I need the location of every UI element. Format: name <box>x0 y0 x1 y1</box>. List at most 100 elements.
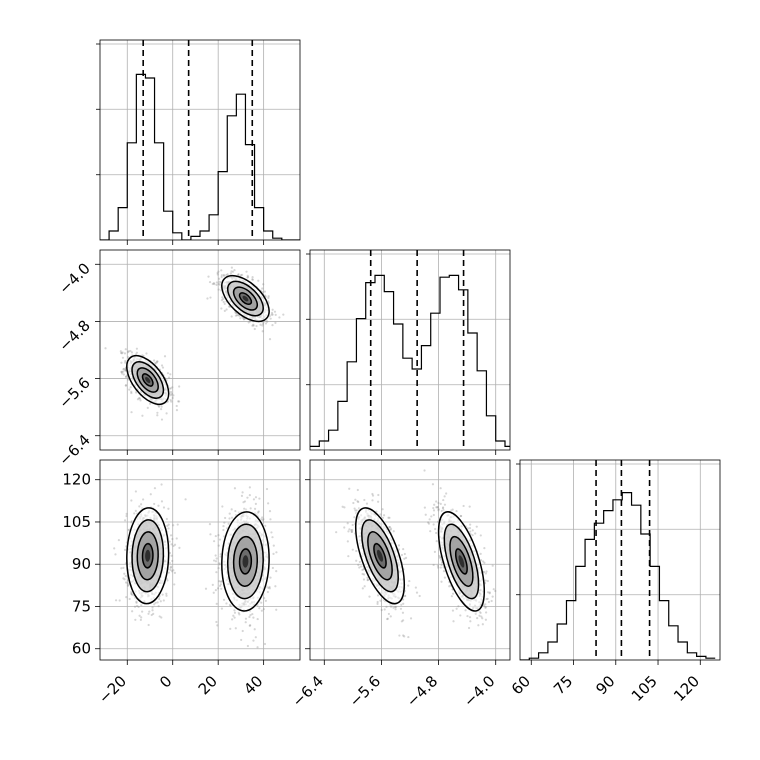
sample-point <box>117 538 120 542</box>
sample-point <box>252 616 255 619</box>
sample-point <box>261 519 264 522</box>
sample-point <box>214 589 217 592</box>
sample-point <box>269 576 272 579</box>
sample-point <box>113 547 116 550</box>
sample-point <box>261 322 265 325</box>
sample-point <box>381 508 384 511</box>
sample-point <box>348 528 351 531</box>
sample-point <box>230 516 234 519</box>
sample-point <box>358 560 361 564</box>
sample-point <box>169 534 173 537</box>
sample-point <box>211 282 214 286</box>
sample-point <box>352 501 355 505</box>
sample-point <box>270 313 273 316</box>
sample-point <box>158 597 161 601</box>
sample-point <box>156 601 159 604</box>
sample-point <box>448 585 451 588</box>
sample-point <box>356 500 359 503</box>
sample-point <box>122 368 125 371</box>
sample-point <box>260 609 263 612</box>
sample-point <box>415 591 419 594</box>
histogram-step <box>310 274 510 447</box>
sample-point <box>165 592 168 595</box>
sample-point <box>234 312 237 315</box>
sample-point <box>169 566 172 569</box>
sample-point <box>400 603 403 606</box>
sample-point <box>175 409 179 412</box>
sample-point <box>218 562 221 565</box>
sample-point <box>163 355 167 358</box>
sample-point <box>139 399 142 402</box>
sample-point <box>134 490 137 493</box>
contour-line <box>131 519 165 593</box>
sample-point <box>158 615 161 618</box>
density-level <box>145 376 151 384</box>
sample-point <box>214 534 217 538</box>
sample-point <box>424 513 427 516</box>
sample-point <box>123 578 126 581</box>
sample-point <box>169 398 172 402</box>
sample-point <box>160 418 164 421</box>
sample-point <box>394 605 398 609</box>
sample-point <box>159 600 162 603</box>
sample-point <box>167 571 170 574</box>
sample-point <box>118 599 121 602</box>
sample-point <box>222 274 226 277</box>
sample-point <box>371 499 374 502</box>
sample-point <box>257 510 260 513</box>
sample-point <box>124 581 128 584</box>
sample-point <box>212 281 215 285</box>
axes-frame <box>519 459 721 661</box>
sample-point <box>216 273 219 276</box>
sample-point <box>252 324 255 327</box>
sample-point <box>251 278 254 281</box>
sample-point <box>231 270 235 273</box>
sample-point <box>156 411 159 414</box>
contour-line <box>232 535 259 587</box>
sample-point <box>483 546 486 550</box>
sample-point <box>151 609 154 612</box>
sample-point <box>153 603 156 606</box>
sample-point <box>232 614 235 617</box>
sample-point <box>154 361 157 364</box>
sample-point <box>218 538 222 541</box>
sample-point <box>218 580 221 583</box>
sample-point <box>225 602 228 605</box>
sample-point <box>362 578 366 581</box>
sample-point <box>404 594 407 598</box>
sample-point <box>126 584 130 587</box>
sample-point <box>228 512 231 515</box>
sample-point <box>361 572 364 576</box>
sample-point <box>253 628 256 631</box>
sample-point <box>170 543 173 546</box>
sample-point <box>350 530 353 533</box>
sample-point <box>166 579 169 582</box>
sample-point <box>167 523 170 526</box>
axes-frame <box>99 459 301 661</box>
sample-point <box>357 500 360 504</box>
sample-point <box>160 405 163 408</box>
sample-point <box>469 523 472 526</box>
sample-point <box>120 351 123 355</box>
sample-point <box>282 313 285 316</box>
sample-point <box>135 601 138 604</box>
sample-point <box>267 295 270 298</box>
sample-point <box>122 373 125 376</box>
sample-point <box>257 279 260 282</box>
sample-point <box>381 516 384 519</box>
sample-point <box>222 528 225 532</box>
sample-point <box>129 386 132 389</box>
sample-point <box>245 270 248 273</box>
sample-point <box>230 270 233 273</box>
sample-point <box>219 583 222 586</box>
sample-point <box>389 605 393 608</box>
sample-point <box>438 556 442 559</box>
sample-point <box>243 500 247 503</box>
sample-point <box>218 277 221 280</box>
sample-point <box>248 615 251 619</box>
sample-point <box>135 347 138 350</box>
sample-point <box>160 408 163 411</box>
sample-point <box>402 634 405 637</box>
sample-point <box>358 566 361 569</box>
sample-point <box>169 390 173 394</box>
